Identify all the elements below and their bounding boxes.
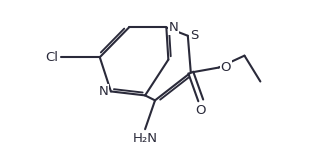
Text: O: O [196, 104, 206, 117]
Text: N: N [169, 21, 178, 34]
Text: H₂N: H₂N [133, 132, 158, 145]
Text: N: N [99, 85, 108, 98]
Text: Cl: Cl [45, 51, 59, 64]
Text: O: O [221, 61, 231, 74]
Text: S: S [190, 29, 198, 42]
